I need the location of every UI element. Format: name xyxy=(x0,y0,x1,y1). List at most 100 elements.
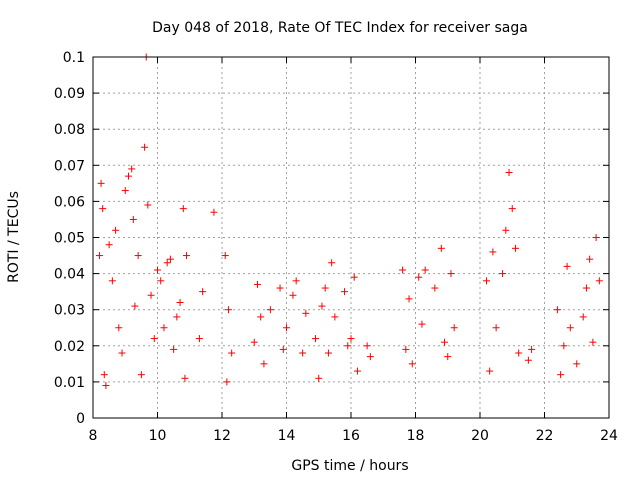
data-point xyxy=(450,324,458,332)
data-point xyxy=(486,367,494,375)
data-point xyxy=(121,187,129,195)
data-point xyxy=(557,371,565,379)
data-point xyxy=(524,356,532,364)
data-point xyxy=(482,277,490,285)
data-point xyxy=(402,345,410,353)
data-point xyxy=(315,374,323,382)
data-point xyxy=(415,273,423,281)
data-point xyxy=(183,252,191,260)
data-point xyxy=(560,342,568,350)
x-tick-label: 18 xyxy=(407,428,425,444)
data-point xyxy=(112,226,120,234)
data-point xyxy=(292,277,300,285)
x-tick-label: 8 xyxy=(89,428,98,444)
grid-lines xyxy=(93,57,609,418)
data-point xyxy=(223,378,231,386)
data-point xyxy=(511,244,519,252)
data-point xyxy=(363,342,371,350)
data-point xyxy=(179,205,187,213)
data-point xyxy=(421,266,429,274)
data-point xyxy=(166,255,174,263)
data-point xyxy=(553,306,561,314)
data-point xyxy=(595,277,603,285)
x-tick-label: 24 xyxy=(600,428,618,444)
data-point xyxy=(582,284,590,292)
data-point xyxy=(115,324,123,332)
data-point xyxy=(563,262,571,270)
y-tick-label: 0.02 xyxy=(54,339,85,355)
data-point xyxy=(447,270,455,278)
x-tick-label: 14 xyxy=(278,428,296,444)
data-point xyxy=(502,226,510,234)
data-point xyxy=(489,248,497,256)
y-tick-label: 0.1 xyxy=(63,50,85,66)
data-point xyxy=(176,298,184,306)
data-point xyxy=(586,255,594,263)
data-point xyxy=(366,353,374,361)
data-point xyxy=(199,288,207,296)
data-point xyxy=(399,266,407,274)
data-point xyxy=(250,338,258,346)
data-point xyxy=(508,205,516,213)
y-axis-label: ROTI / TECUs xyxy=(6,191,22,283)
data-point xyxy=(589,338,597,346)
y-tick-labels: 0 0.01 0.02 0.03 0.04 0.05 0.06 0.07 0.08 0.09 0.1 xyxy=(54,50,85,427)
data-point xyxy=(129,215,137,223)
y-tick-label: 0.08 xyxy=(54,122,85,138)
data-point xyxy=(408,360,416,368)
data-point xyxy=(137,371,145,379)
data-point xyxy=(441,338,449,346)
data-point xyxy=(437,244,445,252)
data-point xyxy=(515,349,523,357)
plot-frame xyxy=(92,56,610,419)
x-axis-label: GPS time / hours xyxy=(291,458,408,474)
x-tick-label: 20 xyxy=(471,428,489,444)
data-point xyxy=(289,291,297,299)
data-point xyxy=(266,306,274,314)
data-point xyxy=(592,234,600,241)
data-point xyxy=(276,284,284,292)
data-point xyxy=(505,169,513,177)
y-tick-label: 0.01 xyxy=(54,375,85,391)
y-tick-label: 0.05 xyxy=(54,231,85,247)
data-point xyxy=(157,277,165,285)
y-tick-label: 0.03 xyxy=(54,303,85,319)
data-point xyxy=(128,165,136,173)
y-tick-label: 0 xyxy=(76,411,85,427)
data-point xyxy=(312,335,320,343)
data-point xyxy=(163,259,171,267)
data-point xyxy=(347,335,355,343)
data-point xyxy=(95,252,103,260)
y-tick-label: 0.07 xyxy=(54,158,85,174)
data-point xyxy=(579,313,587,321)
y-tick-label: 0.06 xyxy=(54,194,85,210)
data-point xyxy=(97,179,105,187)
data-point xyxy=(131,302,139,310)
data-point xyxy=(499,270,507,278)
data-point xyxy=(253,280,261,288)
data-point xyxy=(350,273,358,281)
data-point xyxy=(321,284,329,292)
data-point xyxy=(181,374,189,382)
data-point xyxy=(279,345,287,353)
data-point xyxy=(528,345,536,353)
data-point xyxy=(134,252,142,260)
data-point xyxy=(324,349,332,357)
data-point xyxy=(160,324,168,332)
data-point xyxy=(147,291,155,299)
x-tick-label: 12 xyxy=(213,428,231,444)
data-point xyxy=(418,320,426,328)
data-point xyxy=(221,252,229,260)
x-tick-label: 16 xyxy=(342,428,360,444)
data-point xyxy=(100,371,108,379)
data-point xyxy=(283,324,290,332)
scatter-points xyxy=(95,53,603,390)
data-point xyxy=(405,295,413,303)
data-point xyxy=(341,288,349,296)
data-point xyxy=(144,201,152,209)
data-point xyxy=(105,241,113,249)
data-point xyxy=(124,172,132,180)
data-point xyxy=(195,335,203,343)
data-point xyxy=(99,205,107,213)
